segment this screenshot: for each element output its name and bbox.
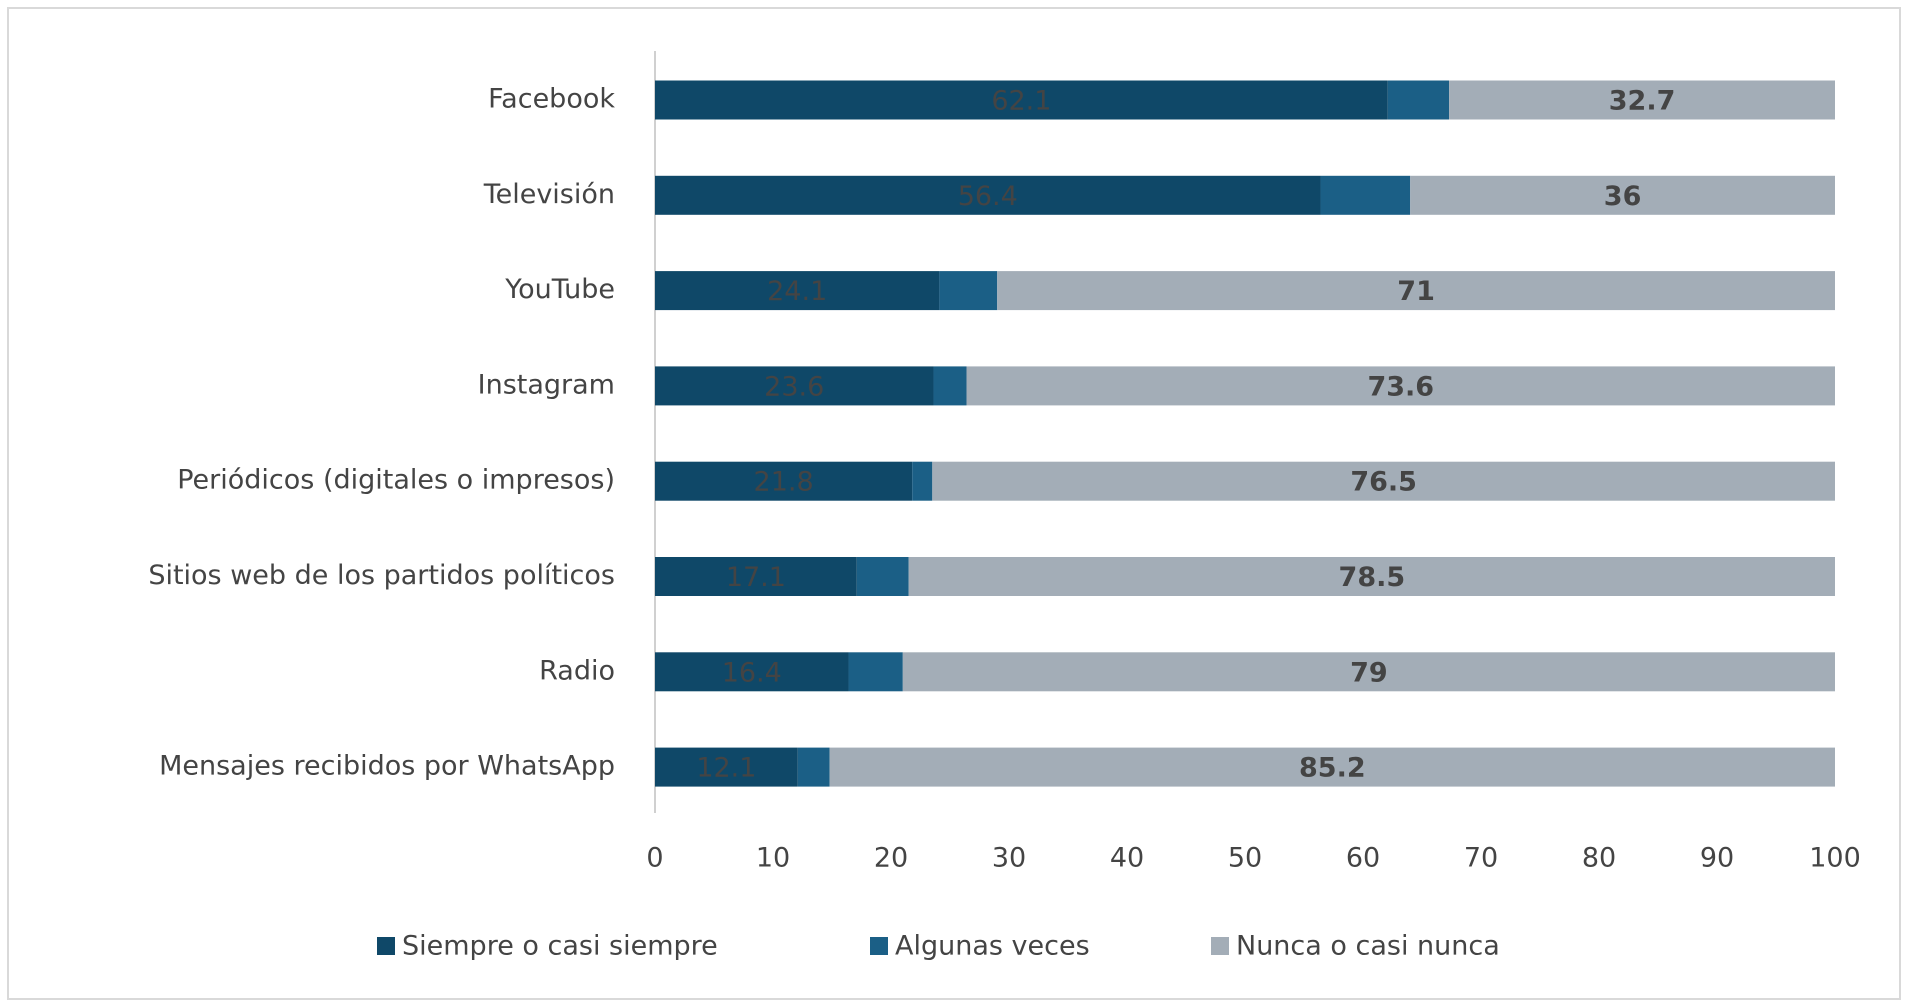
bar-segment — [939, 271, 998, 311]
bar-segment — [902, 652, 1835, 692]
x-tick-label: 90 — [1700, 843, 1734, 874]
bar-segment — [932, 461, 1835, 501]
y-tick-label: Instagram — [478, 369, 615, 400]
legend-swatch — [1211, 937, 1229, 955]
data-label: 62.1 — [991, 86, 1051, 117]
bar-segment — [829, 747, 1835, 787]
x-tick-label: 80 — [1582, 843, 1616, 874]
bar-segment — [908, 557, 1835, 596]
y-tick-label: Radio — [539, 655, 615, 686]
data-label: 16.4 — [722, 657, 782, 688]
legend-label: Nunca o casi nunca — [1236, 931, 1500, 962]
data-label: 23.6 — [764, 371, 824, 402]
bar-segment — [655, 175, 1321, 215]
data-label: 79 — [1350, 657, 1388, 688]
bar-segment — [912, 461, 933, 501]
y-tick-label: YouTube — [504, 274, 615, 305]
data-label: 17.1 — [726, 562, 786, 593]
bar-segment — [856, 557, 909, 596]
bar-segment — [655, 366, 934, 406]
legend-label: Algunas veces — [895, 931, 1090, 962]
bar-segment — [997, 271, 1835, 311]
x-tick-label: 100 — [1809, 843, 1861, 874]
legend-swatch — [870, 937, 888, 955]
bar-segment — [655, 80, 1388, 120]
bar-segment — [1387, 80, 1450, 120]
data-label: 56.4 — [958, 181, 1018, 212]
bar-segment — [848, 652, 903, 692]
bar-segment — [1320, 175, 1411, 215]
data-label: 12.1 — [696, 753, 756, 784]
data-label: 78.5 — [1339, 562, 1406, 593]
bar-segment — [966, 366, 1835, 406]
data-label: 36 — [1604, 181, 1642, 212]
y-tick-label: Televisión — [483, 179, 615, 210]
x-tick-label: 0 — [646, 843, 663, 874]
bar-segment — [655, 652, 849, 692]
bar-segment — [655, 747, 798, 787]
data-label: 24.1 — [767, 276, 827, 307]
bar-segment — [1410, 175, 1835, 215]
data-label: 73.6 — [1367, 371, 1434, 402]
x-tick-label: 30 — [992, 843, 1026, 874]
bar-segment — [933, 366, 967, 406]
y-tick-label: Sitios web de los partidos políticos — [148, 560, 615, 591]
legend-swatch — [377, 937, 395, 955]
data-label: 21.8 — [754, 467, 814, 498]
y-tick-label: Mensajes recibidos por WhatsApp — [159, 751, 615, 782]
x-tick-label: 10 — [756, 843, 790, 874]
x-tick-label: 70 — [1464, 843, 1498, 874]
bar-segment — [655, 271, 940, 311]
data-label: 76.5 — [1350, 467, 1417, 498]
bar-segment — [655, 461, 913, 501]
x-tick-label: 40 — [1110, 843, 1144, 874]
data-label: 85.2 — [1299, 753, 1366, 784]
chart-border — [7, 7, 1901, 1000]
data-label: 32.7 — [1609, 86, 1676, 117]
bar-segment — [655, 557, 857, 596]
y-tick-label: Facebook — [488, 84, 615, 115]
data-label: 71 — [1397, 276, 1435, 307]
legend-label: Siempre o casi siempre — [402, 931, 718, 962]
bar-segment — [797, 747, 830, 787]
y-tick-label: Periódicos (digitales o impresos) — [177, 465, 615, 496]
bar-segment — [1449, 80, 1835, 120]
x-tick-label: 60 — [1346, 843, 1380, 874]
x-tick-label: 20 — [874, 843, 908, 874]
x-tick-label: 50 — [1228, 843, 1262, 874]
